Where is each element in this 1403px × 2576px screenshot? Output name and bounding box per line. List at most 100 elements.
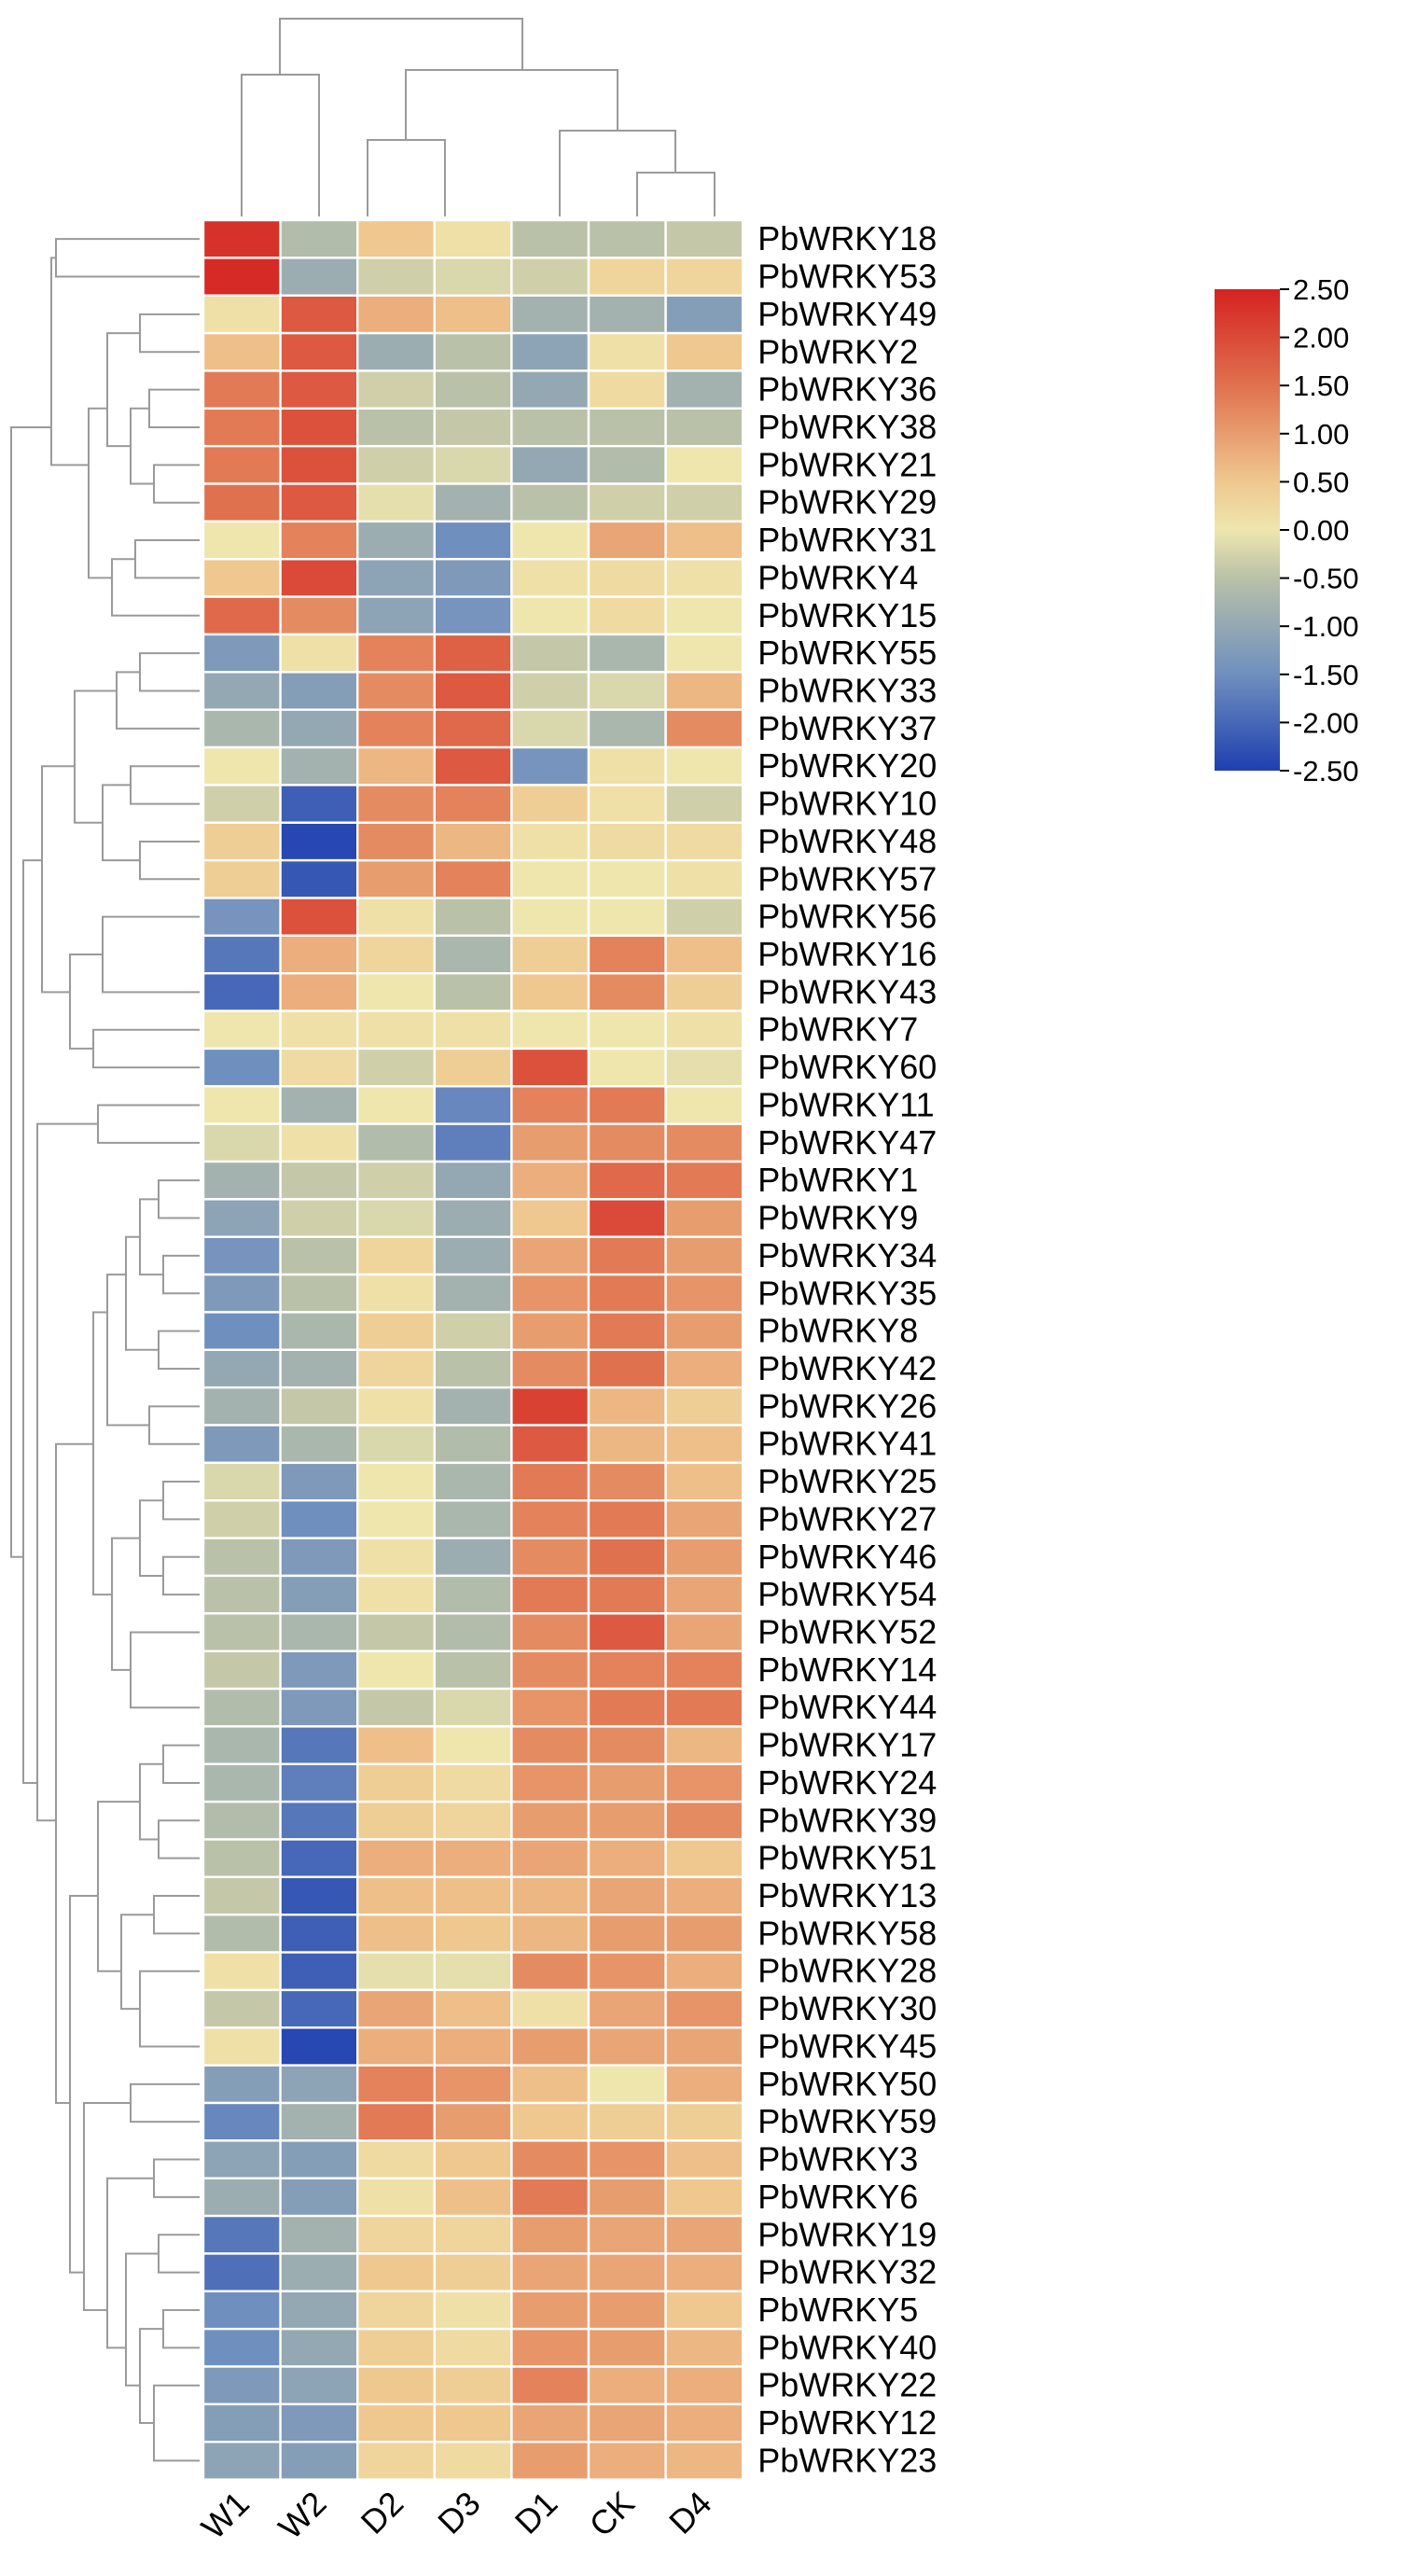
- heatmap-cell: [587, 1348, 667, 1389]
- heatmap-cell: [433, 2177, 513, 2218]
- row-label: PbWRKY45: [757, 2026, 937, 2065]
- heatmap-cell: [433, 708, 513, 749]
- row-dendrogram-branch: [83, 2102, 131, 2311]
- heatmap-cell: [356, 2441, 437, 2481]
- heatmap-cell: [356, 218, 437, 259]
- heatmap-cell: [587, 1838, 667, 1879]
- row-label: PbWRKY41: [757, 1425, 937, 1463]
- heatmap-cell: [664, 1687, 744, 1728]
- heatmap-cell: [510, 821, 590, 862]
- row-label: PbWRKY9: [757, 1199, 918, 1237]
- column-label: D4: [661, 2484, 719, 2541]
- heatmap-cell: [201, 1311, 282, 1351]
- row-label: PbWRKY26: [757, 1386, 937, 1425]
- heatmap-cell: [587, 407, 667, 448]
- heatmap-cell: [664, 1800, 744, 1841]
- heatmap-cell: [279, 1913, 359, 1954]
- legend-tick-label: 1.00: [1293, 418, 1349, 451]
- heatmap-cell: [279, 444, 359, 485]
- heatmap-cell: [201, 971, 282, 1012]
- heatmap-cell: [356, 1085, 437, 1125]
- legend-tick-label: -0.50: [1293, 563, 1359, 595]
- heatmap-cell: [664, 257, 744, 297]
- heatmap-cell: [587, 2327, 667, 2368]
- heatmap-cell: [510, 2441, 590, 2481]
- row-dendrogram-branch: [55, 238, 200, 278]
- heatmap-cell: [201, 2026, 282, 2067]
- heatmap-cell: [356, 934, 437, 975]
- heatmap-cell: [664, 1650, 744, 1691]
- row-label: PbWRKY55: [757, 634, 937, 672]
- row-label: PbWRKY38: [757, 408, 937, 446]
- heatmap-cell: [510, 2177, 590, 2218]
- heatmap-cell: [664, 2252, 744, 2292]
- heatmap-cell: [433, 745, 513, 787]
- heatmap-cell: [433, 2139, 513, 2179]
- row-dendrogram-branch: [139, 652, 200, 692]
- row-dendrogram-branch: [153, 2384, 200, 2462]
- heatmap-cell: [510, 784, 590, 824]
- heatmap-cell: [356, 1047, 437, 1088]
- heatmap-cell: [510, 444, 590, 485]
- heatmap-cell: [510, 1047, 590, 1088]
- heatmap-cell: [279, 1085, 359, 1125]
- row-dendrogram-branch: [162, 1744, 200, 1784]
- legend-tick-label: -1.00: [1293, 610, 1359, 643]
- heatmap-cell: [201, 1461, 282, 1502]
- row-label: PbWRKY29: [757, 483, 937, 522]
- column-label: W1: [194, 2484, 257, 2546]
- heatmap-cell: [664, 1913, 744, 1954]
- heatmap-cell: [279, 2139, 359, 2179]
- heatmap-cell: [433, 1838, 513, 1879]
- heatmap-cell: [279, 558, 359, 598]
- heatmap-cell: [356, 2327, 437, 2368]
- row-label: PbWRKY19: [757, 2215, 937, 2253]
- column-dendrogram: [241, 18, 715, 216]
- row-dendrogram-branch: [106, 332, 140, 448]
- heatmap-cell: [201, 1499, 282, 1539]
- row-dendrogram-branch: [158, 1819, 200, 1859]
- heatmap-cell: [356, 2101, 437, 2142]
- row-dendrogram-branch: [139, 313, 200, 354]
- heatmap-cell: [356, 1160, 437, 1201]
- heatmap-cell: [356, 2026, 437, 2067]
- heatmap-cell: [279, 1988, 359, 2029]
- heatmap-cell: [510, 369, 590, 411]
- heatmap-cell: [201, 331, 282, 372]
- heatmap-cell: [664, 1085, 744, 1125]
- heatmap-cell: [433, 1385, 513, 1427]
- heatmap-cell: [356, 2177, 437, 2218]
- heatmap-cell: [279, 1951, 359, 1992]
- heatmap-cell: [664, 331, 744, 372]
- heatmap-cell: [510, 1687, 590, 1728]
- row-label: PbWRKY53: [757, 258, 937, 296]
- row-dendrogram-branch: [139, 1762, 163, 1841]
- heatmap-cell: [279, 520, 359, 561]
- legend-tick-label: 2.50: [1293, 273, 1349, 306]
- row-label: PbWRKY49: [757, 295, 937, 333]
- heatmap-cell: [510, 897, 590, 938]
- heatmap-cell: [279, 934, 359, 975]
- heatmap-cell: [664, 1499, 744, 1539]
- column-dendrogram-branch: [405, 69, 618, 140]
- heatmap-cell: [279, 595, 359, 636]
- heatmap-cell: [587, 1725, 667, 1765]
- heatmap-cell: [356, 1574, 437, 1615]
- row-dendrogram-branch: [158, 2234, 200, 2274]
- heatmap-cell: [279, 1198, 359, 1238]
- row-label: PbWRKY35: [757, 1274, 937, 1312]
- heatmap-cell: [587, 1800, 667, 1841]
- heatmap-cell: [201, 1385, 282, 1427]
- heatmap-cell: [356, 1875, 437, 1916]
- row-dendrogram-branch: [158, 1330, 200, 1370]
- heatmap-cell: [201, 520, 282, 561]
- row-dendrogram-branch: [50, 257, 89, 466]
- row-label: PbWRKY30: [757, 1989, 937, 2027]
- heatmap-cell: [510, 2252, 590, 2292]
- heatmap-cell: [201, 294, 282, 335]
- heatmap-cell: [356, 745, 437, 787]
- legend-tick-label: -2.00: [1293, 706, 1359, 739]
- heatmap-cell: [587, 1235, 667, 1276]
- heatmap-cell: [587, 1385, 667, 1427]
- heatmap-cell: [356, 1499, 437, 1539]
